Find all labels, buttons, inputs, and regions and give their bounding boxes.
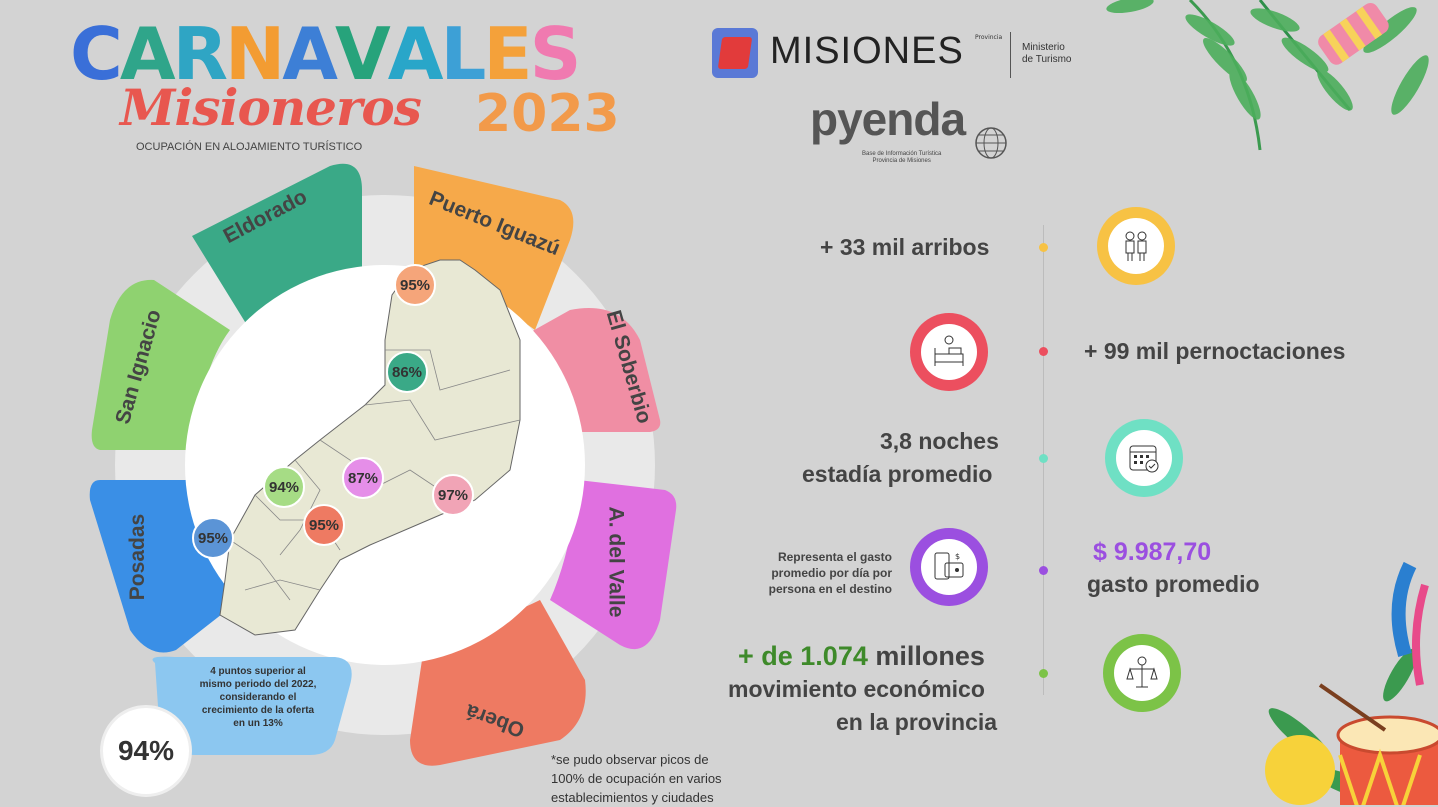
- bubble-arribos: [1097, 207, 1175, 285]
- title-letter: R: [172, 12, 228, 96]
- pyenda-sub-line2: Provincia de Misiones: [872, 158, 931, 164]
- pct-obera: 95%: [303, 504, 345, 546]
- summary-text: 4 puntos superior al mismo periodo del 2…: [199, 666, 317, 729]
- ministerio-label: Ministerio de Turismo: [1022, 42, 1071, 66]
- scale-money-icon: [1114, 645, 1170, 701]
- title-letter: A: [119, 12, 176, 96]
- gasto-desc-line3: persona en el destino: [768, 582, 892, 596]
- tourists-icon: [1108, 218, 1164, 274]
- movimiento-line2: movimiento económico: [728, 676, 985, 702]
- label-posadas: Posadas: [126, 513, 150, 601]
- title-letter: A: [387, 12, 444, 96]
- stat-arribos: + 33 mil arribos: [820, 234, 990, 260]
- palm-decoration: [1106, 0, 1429, 151]
- pyenda-subtitle: Base de Información Turística Provincia …: [862, 151, 941, 165]
- title-letter: V: [335, 12, 391, 96]
- title-misioneros: Misioneros: [120, 78, 422, 137]
- ministerio-line2: de Turismo: [1022, 54, 1072, 65]
- title-letter: A: [282, 12, 338, 96]
- footnote-line3: establecimientos y ciudades: [551, 790, 714, 805]
- gasto-value: $ 9.987,70: [1093, 538, 1212, 566]
- bubble-estadia: [1105, 419, 1183, 497]
- pyenda-sub-line1: Base de Información Turística: [862, 151, 942, 157]
- pct-soberbio: 97%: [432, 474, 474, 516]
- title-letter: N: [225, 12, 285, 96]
- bubble-pernoctaciones: [910, 313, 988, 391]
- pct-iguazu: 95%: [394, 264, 436, 306]
- summary-value: 94%: [100, 705, 192, 797]
- timeline-dot-pernoctaciones: [1039, 347, 1048, 356]
- misiones-logo-text: MISIONES: [770, 30, 964, 72]
- pyenda-logo-text: pyenda: [810, 93, 966, 145]
- gasto-desc-line1: Representa el gasto: [777, 550, 892, 564]
- movimiento-prefix: + de 1.074: [738, 641, 868, 671]
- title-letter: S: [529, 12, 582, 96]
- drum-decoration: [1265, 561, 1438, 805]
- gasto-desc-line2: promedio por día por: [771, 566, 892, 580]
- bed-icon: [921, 324, 977, 380]
- svg-text:$: $: [955, 552, 960, 561]
- movimiento-line1: + de 1.074 millones: [738, 641, 985, 672]
- misiones-logo-icon: [712, 28, 758, 78]
- footnote-line1: *se pudo observar picos de: [551, 752, 709, 767]
- bubble-gasto: $: [910, 528, 988, 606]
- title-year: 2023: [475, 84, 620, 144]
- stat-noches: 3,8 noches: [880, 428, 999, 454]
- region-wheel: [89, 163, 677, 766]
- footnote-line2: 100% de ocupación en varios: [551, 771, 722, 786]
- petal-a-del-valle: [550, 480, 677, 650]
- calendar-icon: [1116, 430, 1172, 486]
- movimiento-suffix: millones: [867, 641, 985, 671]
- summary-speech-bubble: [152, 656, 352, 755]
- stat-pernoctaciones: + 99 mil pernoctaciones: [1084, 338, 1346, 364]
- pct-posadas: 95%: [192, 517, 234, 559]
- provincia-label: Provincia: [975, 34, 1003, 41]
- petal-posadas: [89, 480, 240, 653]
- globe-icon: [975, 127, 1007, 159]
- title-carnavales: CARNAVALES: [70, 12, 582, 96]
- misiones-map: [219, 259, 521, 636]
- pct-eldorado: 86%: [386, 351, 428, 393]
- footnote: *se pudo observar picos de 100% de ocupa…: [551, 750, 722, 807]
- pct-valle: 87%: [342, 457, 384, 499]
- gasto-description: Representa el gasto promedio por día por…: [752, 549, 892, 597]
- logo-divider: [1010, 32, 1011, 78]
- ministerio-line1: Ministerio: [1022, 42, 1065, 53]
- bubble-movimiento: [1103, 634, 1181, 712]
- title-caption: OCUPACIÓN EN ALOJAMIENTO TURÍSTICO: [136, 141, 363, 153]
- timeline-dot-estadia: [1039, 454, 1048, 463]
- pct-san-ignacio: 94%: [263, 466, 305, 508]
- timeline-dot-arribos: [1039, 243, 1048, 252]
- stat-estadia: estadía promedio: [802, 461, 993, 487]
- gasto-label: gasto promedio: [1087, 571, 1260, 597]
- wallet-phone-icon: $: [921, 539, 977, 595]
- title-letter: C: [70, 12, 123, 96]
- timeline-dot-movimiento: [1039, 669, 1048, 678]
- title-letter: L: [440, 12, 487, 96]
- timeline-dot-gasto: [1039, 566, 1048, 575]
- title-letter: E: [483, 12, 532, 96]
- label-a-del-valle: A. del Valle: [604, 506, 628, 618]
- movimiento-line3: en la provincia: [836, 709, 998, 735]
